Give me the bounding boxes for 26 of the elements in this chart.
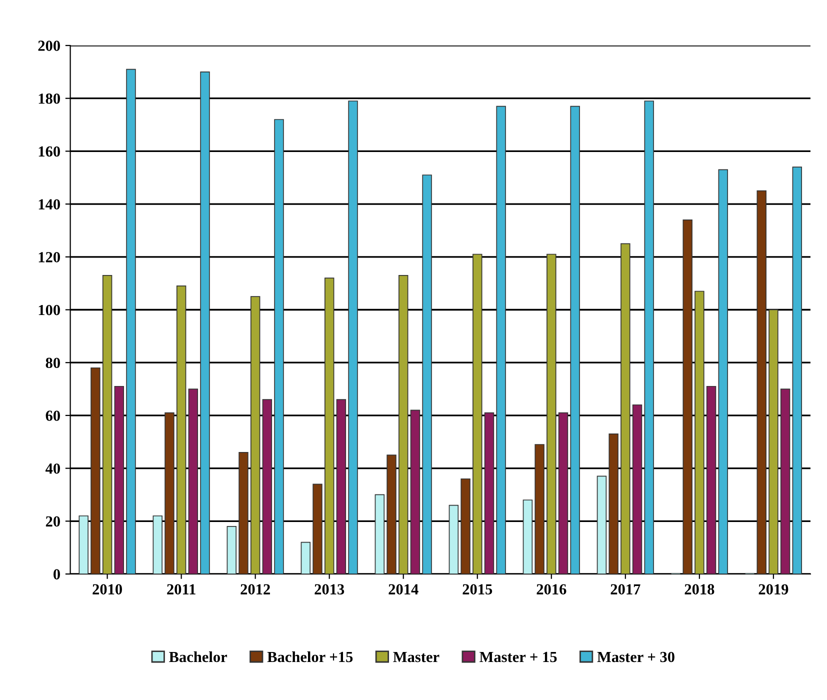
x-tick-label: 2013 xyxy=(314,584,344,594)
legend-label: Master xyxy=(393,652,440,662)
y-tick-label: 60 xyxy=(46,410,60,421)
y-tick-label: 20 xyxy=(46,516,60,527)
x-tick-label: 2015 xyxy=(462,584,492,594)
y-tick-label: 100 xyxy=(38,304,60,316)
legend-label: Bachelor +15 xyxy=(267,651,353,662)
y-tick-label: 80 xyxy=(46,358,60,368)
legend-label: Master + 30 xyxy=(597,652,674,662)
x-tick-label: 2018 xyxy=(684,584,714,594)
y-tick-label: 120 xyxy=(38,252,60,262)
y-tick-label: 200 xyxy=(38,40,60,51)
y-tick-label: 140 xyxy=(38,199,60,210)
y-tick-label: 40 xyxy=(46,463,60,474)
x-tick-label: 2012 xyxy=(240,584,270,594)
y-tick-label: 180 xyxy=(38,93,60,104)
y-tick-label: 0 xyxy=(54,569,60,580)
x-tick-label: 2016 xyxy=(536,584,566,594)
y-tick-label: 160 xyxy=(38,146,60,157)
x-tick-label: 2014 xyxy=(388,584,418,594)
x-tick-label: 2019 xyxy=(758,584,788,594)
x-tick-label: 2017 xyxy=(610,584,640,594)
x-tick-label: 2010 xyxy=(92,584,122,594)
legend-label: Bachelor xyxy=(169,651,228,662)
legend-label: Master + 15 xyxy=(480,652,557,662)
x-tick-label: 2011 xyxy=(167,584,196,594)
